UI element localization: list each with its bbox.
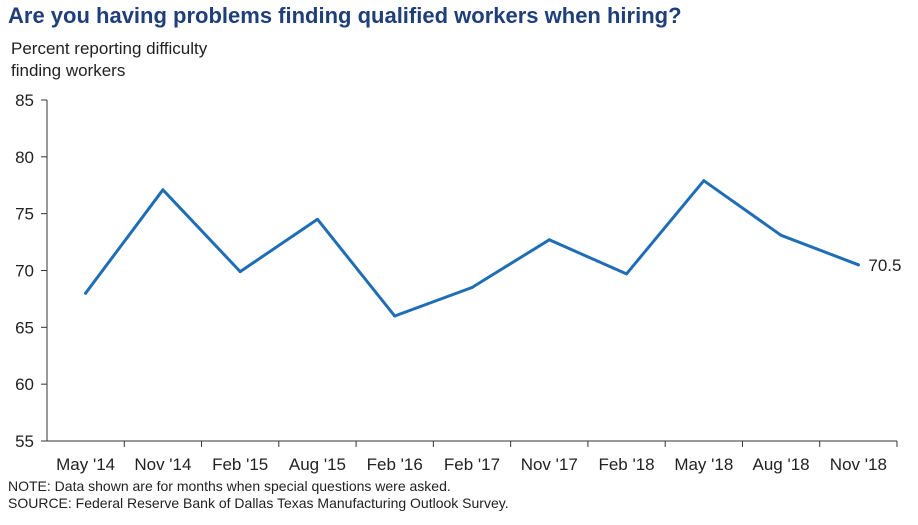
data-point bbox=[393, 314, 397, 318]
x-tick-label: Feb '17 bbox=[444, 455, 500, 474]
y-tick-label: 85 bbox=[15, 91, 34, 110]
note-text: NOTE: Data shown are for months when spe… bbox=[8, 478, 451, 494]
x-tick-label: Aug '15 bbox=[289, 455, 346, 474]
chart-title: Are you having problems finding qualifie… bbox=[8, 3, 682, 28]
x-tick-label: Aug '18 bbox=[753, 455, 810, 474]
x-tick-label: Nov '17 bbox=[521, 455, 578, 474]
data-point bbox=[470, 286, 474, 290]
data-point bbox=[702, 179, 706, 183]
y-tick-label: 55 bbox=[15, 432, 34, 451]
x-tick-label: Feb '18 bbox=[598, 455, 654, 474]
y-axis-label-line-1: Percent reporting difficulty bbox=[11, 39, 208, 58]
y-tick-label: 60 bbox=[15, 375, 34, 394]
data-point bbox=[238, 270, 242, 274]
x-tick-label: Feb '15 bbox=[212, 455, 268, 474]
x-tick-label: Feb '16 bbox=[367, 455, 423, 474]
y-tick-label: 70 bbox=[15, 262, 34, 281]
source-text: SOURCE: Federal Reserve Bank of Dallas T… bbox=[8, 495, 509, 511]
data-point bbox=[625, 272, 629, 276]
data-point bbox=[84, 291, 88, 295]
chart-notes: NOTE: Data shown are for months when spe… bbox=[8, 478, 509, 512]
x-tick-label: May '18 bbox=[674, 455, 733, 474]
data-point bbox=[856, 263, 860, 267]
series-group: 70.5 bbox=[84, 179, 901, 318]
x-tick-label: May '14 bbox=[56, 455, 115, 474]
data-point bbox=[161, 188, 165, 192]
end-value-label: 70.5 bbox=[868, 256, 901, 275]
y-tick-label: 75 bbox=[15, 205, 34, 224]
data-point bbox=[315, 217, 319, 221]
y-axis-label-line-2: finding workers bbox=[11, 61, 126, 80]
y-axis: 55 60 65 70 75 80 85 bbox=[15, 91, 48, 451]
x-tick-label: Nov '18 bbox=[830, 455, 887, 474]
x-axis: May '14 Nov '14 Feb '15 Aug '15 Feb '16 Feb '… bbox=[47, 440, 898, 474]
data-point bbox=[779, 233, 783, 237]
y-axis-label: Percent reporting difficulty finding wor… bbox=[11, 38, 207, 82]
series-line bbox=[84, 179, 860, 318]
y-tick-label: 80 bbox=[15, 148, 34, 167]
x-tick-label: Nov '14 bbox=[134, 455, 191, 474]
data-point bbox=[547, 238, 551, 242]
y-tick-label: 65 bbox=[15, 318, 34, 337]
